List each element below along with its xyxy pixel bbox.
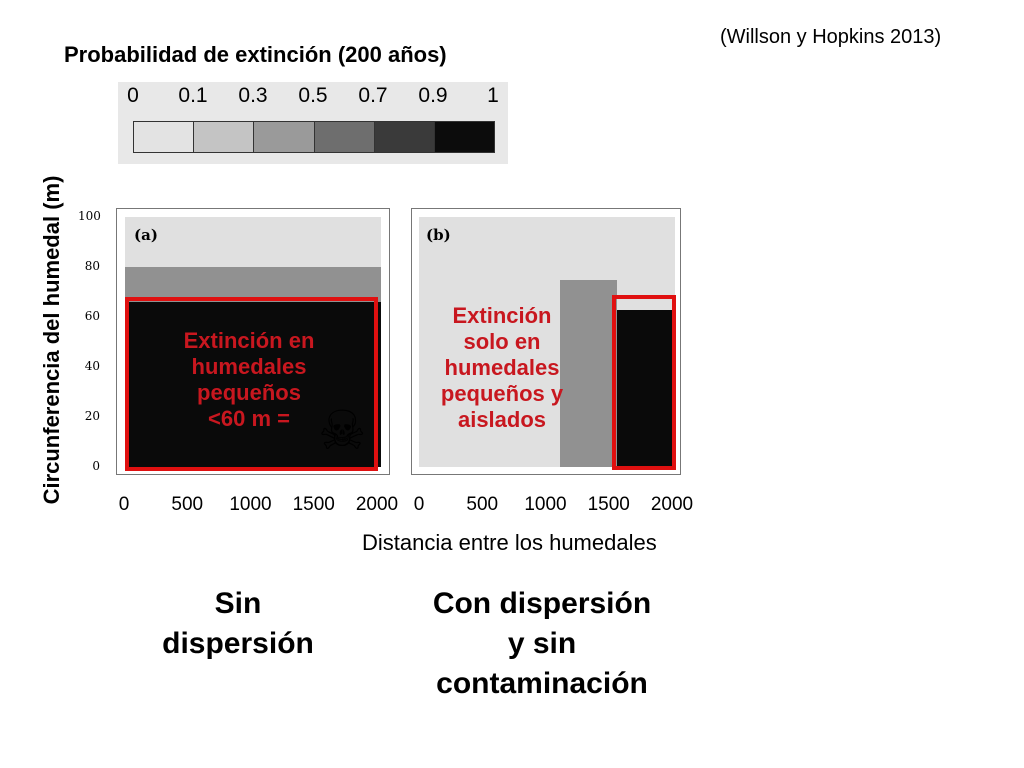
y-tick-label: 60	[84, 309, 100, 323]
legend-colorbar	[133, 121, 495, 153]
annotation-b-line-4: pequeños y	[440, 380, 564, 406]
skull-icon: ☠	[318, 401, 367, 461]
caption-left-line-2: dispersión	[162, 626, 314, 660]
annotation-b-line-2: solo en	[463, 328, 541, 354]
heatmap-panel-a: (a)	[116, 208, 390, 475]
x-axis-label: Distancia entre los humedales	[362, 530, 657, 555]
legend-swatch	[194, 122, 255, 152]
annotation-panel-a: Extinción en humedales pequeños <60 m =	[140, 328, 358, 432]
heatmap-region	[125, 267, 381, 302]
y-axis-label: Circunferencia del humedal (m)	[39, 175, 64, 505]
annotation-panel-b: Extinción solo en humedales pequeños y a…	[414, 303, 590, 433]
y-tick-label: 80	[84, 259, 100, 273]
x-tick-label: 500	[171, 494, 204, 515]
legend-swatch	[374, 122, 435, 152]
isolated-wetlands-highlight-box	[612, 295, 676, 470]
x-tick-label: 2000	[650, 494, 694, 515]
x-tick-label: 1500	[292, 494, 335, 515]
heatmap-region	[125, 217, 381, 267]
legend-tick-label: 0	[127, 84, 139, 107]
annotation-a-line-4: <60 m =	[208, 405, 290, 431]
legend-tick-label: 0.1	[178, 84, 208, 107]
legend-swatch	[314, 122, 375, 152]
x-tick-label: 0	[413, 494, 425, 515]
small-wetlands-highlight-box	[125, 297, 378, 471]
legend-swatch	[134, 122, 195, 152]
legend-tick-label: 0.5	[298, 84, 328, 107]
x-tick-label: 0	[118, 494, 130, 515]
y-tick-label: 20	[84, 409, 100, 423]
y-tick-label: 40	[84, 359, 100, 373]
legend-swatch	[254, 122, 315, 152]
heatmap-region	[125, 302, 381, 467]
x-tick-label: 2000	[355, 494, 399, 515]
annotation-a-line-3: pequeños	[197, 379, 301, 405]
panel-b-letter: (b)	[426, 226, 451, 244]
legend-tick-label: 0.3	[238, 84, 268, 107]
x-tick-label: 1500	[587, 494, 630, 515]
citation: (Willson y Hopkins 2013)	[720, 26, 942, 48]
caption-right-line-1: Con dispersión	[432, 587, 652, 620]
legend-tick-label: 0.9	[418, 84, 448, 107]
caption-right-line-3: contaminación	[436, 666, 648, 700]
y-tick-label: 100	[78, 209, 101, 223]
caption-right-line-2: y sin	[507, 626, 577, 660]
heatmap-panel-b: (b)	[411, 208, 681, 475]
annotation-b-line-5: aislados	[457, 406, 547, 432]
legend-tick-label: 0.7	[358, 84, 388, 107]
x-tick-label: 1000	[524, 494, 567, 515]
caption-left-line-1: Sin	[214, 587, 262, 620]
panel-a-letter: (a)	[134, 226, 158, 244]
heatmap-region	[617, 309, 675, 467]
legend-tick-label: 1	[487, 84, 499, 107]
caption-right: Con dispersión y sin contaminación	[392, 584, 692, 704]
y-tick-label: 0	[92, 459, 100, 473]
annotation-a-line-1: Extinción en	[183, 328, 315, 353]
heatmap-region	[559, 279, 618, 467]
caption-left: Sin dispersión	[120, 584, 356, 664]
annotation-b-line-3: humedales	[444, 354, 560, 380]
heatmap-region	[419, 217, 560, 467]
legend-title: Probabilidad de extinción (200 años)	[64, 42, 447, 67]
x-tick-label: 500	[466, 494, 499, 515]
annotation-a-line-2: humedales	[191, 353, 307, 379]
x-tick-label: 1000	[229, 494, 272, 515]
legend-swatch	[434, 122, 495, 152]
annotation-b-line-1: Extinción	[452, 303, 552, 328]
